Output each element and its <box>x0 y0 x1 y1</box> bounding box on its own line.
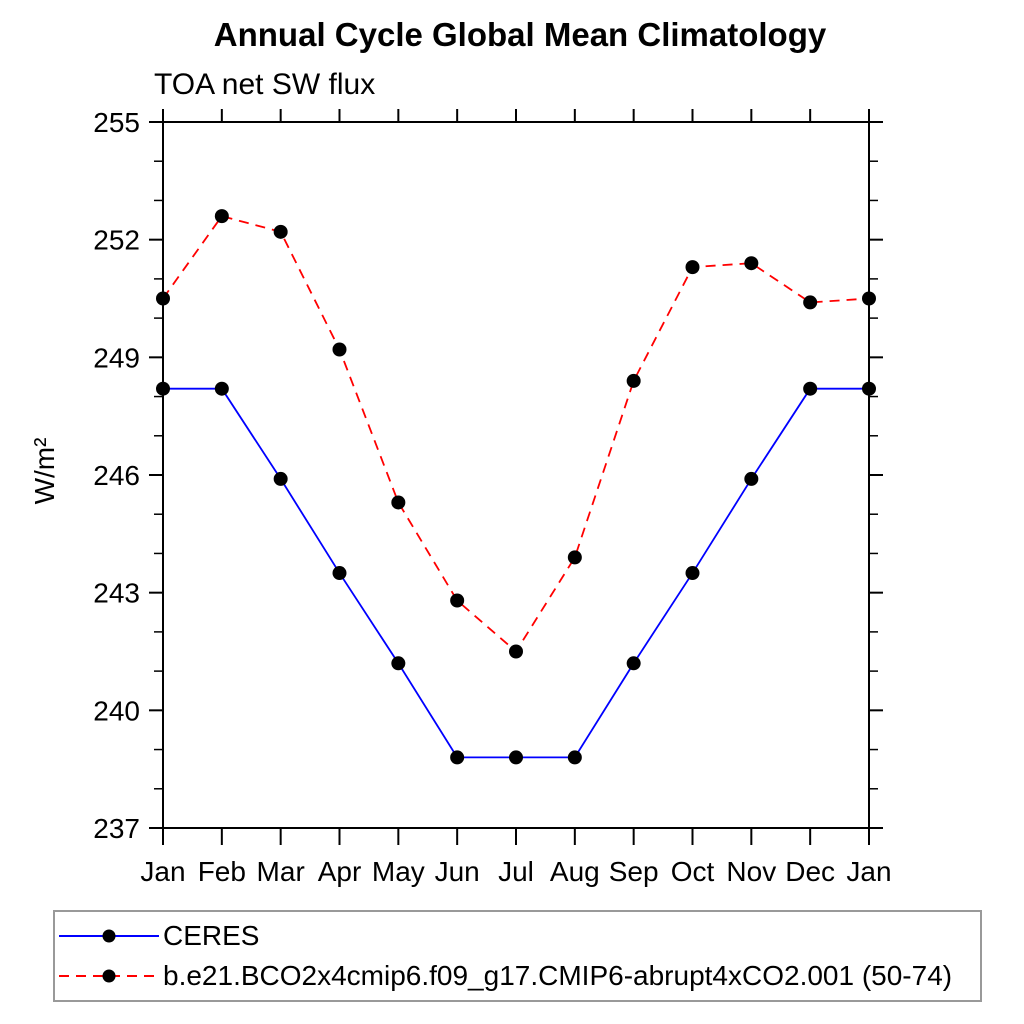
y-tick-label: 246 <box>93 460 140 491</box>
x-tick-label: Nov <box>726 856 776 887</box>
y-tick-label: 249 <box>93 342 140 373</box>
x-tick-label: Jan <box>846 856 891 887</box>
x-tick-label: Dec <box>785 856 835 887</box>
chart-title: Annual Cycle Global Mean Climatology <box>213 16 827 53</box>
ceres-marker <box>862 381 876 396</box>
legend-label: CERES <box>163 920 260 951</box>
ceres-marker <box>744 471 759 486</box>
model-marker <box>803 295 818 310</box>
model-marker <box>626 373 641 388</box>
x-tick-label: Feb <box>198 856 246 887</box>
model-line-sample-icon <box>59 969 159 983</box>
legend: CERES b.e21.BCO2x4cmip6.f09_g17.CMIP6-ab… <box>53 910 982 1002</box>
ceres-marker <box>450 750 465 765</box>
model-marker <box>509 644 523 659</box>
ceres-marker <box>156 381 170 396</box>
ceres-marker <box>685 566 700 581</box>
model-marker <box>450 593 465 608</box>
model-marker <box>391 495 406 510</box>
model-marker <box>273 224 288 239</box>
y-tick-label: 237 <box>93 813 140 844</box>
ceres-marker <box>214 381 229 396</box>
x-tick-label: May <box>372 856 425 887</box>
ceres-line <box>163 387 869 759</box>
x-tick-label: Oct <box>671 856 715 887</box>
ceres-marker <box>332 566 347 581</box>
ceres-marker <box>509 750 523 765</box>
x-tick-label: Sep <box>609 856 659 887</box>
model-line <box>162 215 870 653</box>
x-tick-label: Apr <box>318 856 362 887</box>
model-marker <box>862 291 876 306</box>
model-marker <box>332 342 347 357</box>
ceres-marker <box>273 471 288 486</box>
model-marker <box>685 260 700 275</box>
plot-frame <box>162 121 870 829</box>
ceres-marker <box>626 656 641 671</box>
y-tick-label: 255 <box>93 107 140 138</box>
legend-marker-icon <box>102 929 116 943</box>
x-tick-label: Mar <box>257 856 305 887</box>
legend-label: b.e21.BCO2x4cmip6.f09_g17.CMIP6-abrupt4x… <box>163 960 953 991</box>
model-marker <box>214 209 229 224</box>
model-marker <box>156 291 170 306</box>
y-tick-label: 240 <box>93 695 140 726</box>
legend-marker-icon <box>102 969 116 983</box>
legend-item-ceres: CERES <box>57 920 260 951</box>
chart-subtitle: TOA net SW flux <box>154 68 376 101</box>
legend-item-model: b.e21.BCO2x4cmip6.f09_g17.CMIP6-abrupt4x… <box>57 960 953 991</box>
ceres-marker <box>567 750 582 765</box>
x-tick-label: Aug <box>550 856 600 887</box>
x-tick-label: Jun <box>435 856 480 887</box>
model-marker <box>567 550 582 565</box>
ceres-marker <box>391 656 406 671</box>
y-tick-label: 252 <box>93 225 140 256</box>
x-tick-label: Jul <box>498 856 534 887</box>
ceres-marker <box>803 381 818 396</box>
ceres-line-sample-icon <box>59 929 159 943</box>
model-marker <box>744 256 759 271</box>
y-tick-label: 243 <box>93 578 140 609</box>
x-tick-label: Jan <box>140 856 185 887</box>
